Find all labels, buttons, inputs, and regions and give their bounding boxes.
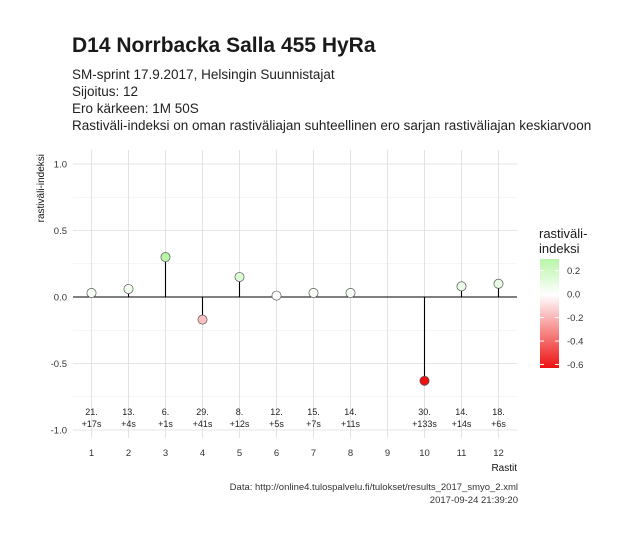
y-tick-label: 1.0: [54, 160, 67, 171]
subtitle-rank: Sijoitus: 12: [72, 84, 139, 99]
x-tick-label: 7: [311, 448, 316, 459]
x-tick-label: 3: [163, 448, 168, 459]
x-tick-label: 5: [237, 448, 242, 459]
point-diff-label: +5s: [269, 419, 284, 429]
x-tick-label: 4: [200, 448, 205, 459]
lollipop-point: [419, 375, 430, 386]
legend-tick-label: -0.2: [567, 313, 583, 324]
lollipop-point: [86, 288, 97, 298]
y-axis-title: rastiväli-indeksi: [36, 154, 47, 222]
point-diff-label: +11s: [341, 419, 361, 429]
x-tick-label: 9: [385, 448, 390, 459]
lollipop-point: [123, 284, 134, 294]
lollipop-point: [160, 252, 171, 263]
y-tick-label: 0.5: [54, 226, 67, 237]
point-rank-label: 14.: [344, 407, 357, 417]
subtitle-gap: Ero kärkeen: 1M 50S: [72, 101, 199, 116]
caption-source: Data: http://online4.tulospalvelu.fi/tul…: [229, 482, 518, 493]
legend-title-line1: rastiväli-: [539, 226, 588, 241]
lollipop-point: [271, 290, 282, 301]
y-tick-label: -1.0: [51, 426, 67, 437]
point-rank-label: 18.: [492, 407, 505, 417]
x-tick-label: 6: [274, 448, 279, 459]
lollipop-point: [197, 314, 208, 325]
lollipop-point: [308, 288, 319, 298]
point-rank-label: 13.: [122, 407, 135, 417]
point-diff-label: +14s: [452, 419, 472, 429]
point-diff-label: +6s: [491, 419, 506, 429]
legend-title: rastiväli- indeksi: [539, 226, 587, 256]
caption-timestamp: 2017-09-24 21:39:20: [429, 495, 518, 506]
point-diff-label: +17s: [82, 419, 102, 429]
lollipop-point: [345, 288, 356, 298]
point-rank-label: 21.: [85, 407, 98, 417]
x-tick-label: 8: [348, 448, 353, 459]
point-diff-label: +133s: [412, 419, 437, 429]
legend-title-line2: indeksi: [539, 241, 580, 256]
chart-title: D14 Norrbacka Salla 455 HyRa: [72, 34, 376, 57]
point-rank-label: 30.: [418, 407, 431, 417]
point-diff-label: +1s: [158, 419, 173, 429]
point-diff-label: +41s: [193, 419, 213, 429]
x-tick-label: 10: [419, 448, 430, 459]
x-axis-title: Rastit: [491, 463, 517, 474]
point-diff-label: +4s: [121, 419, 136, 429]
point-rank-label: 6.: [162, 407, 170, 417]
point-rank-label: 12.: [270, 407, 283, 417]
legend-tick-label: -0.6: [567, 360, 583, 371]
legend-tick-label: 0.0: [567, 290, 580, 301]
x-tick-label: 1: [89, 448, 94, 459]
legend-tick-label: -0.4: [567, 337, 583, 348]
subtitle-description: Rastiväli-indeksi on oman rastiväliajan …: [72, 118, 592, 133]
point-rank-label: 15.: [307, 407, 320, 417]
y-tick-label: -0.5: [51, 359, 67, 370]
lollipop-point: [234, 272, 245, 282]
x-tick-label: 2: [126, 448, 131, 459]
subtitle-event: SM-sprint 17.9.2017, Helsingin Suunnista…: [72, 67, 335, 82]
point-diff-label: +7s: [306, 419, 321, 429]
y-tick-label: 0.0: [54, 293, 67, 304]
point-rank-label: 8.: [236, 407, 244, 417]
lollipop-point: [493, 278, 504, 289]
legend-color-bar: [540, 259, 559, 368]
point-rank-label: 14.: [455, 407, 468, 417]
lollipop-point: [456, 281, 467, 292]
point-rank-label: 29.: [196, 407, 209, 417]
point-diff-label: +12s: [230, 419, 250, 429]
x-tick-label: 12: [493, 448, 504, 459]
x-tick-label: 11: [457, 448, 467, 459]
legend-tick-label: 0.2: [567, 266, 580, 277]
